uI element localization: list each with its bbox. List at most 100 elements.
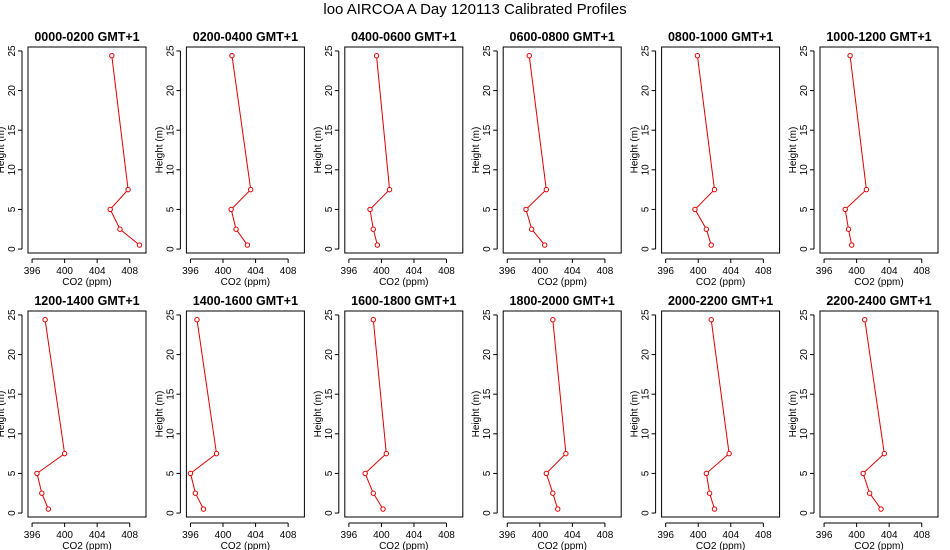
x-tick-label: 404	[406, 266, 423, 277]
y-tick-label: 5	[799, 470, 810, 476]
x-tick-label: 408	[597, 266, 614, 277]
y-tick-label: 25	[641, 309, 652, 321]
x-tick-label: 400	[373, 266, 390, 277]
x-tick-label: 400	[690, 530, 707, 541]
data-point	[703, 226, 710, 232]
y-tick-label: 20	[324, 349, 335, 361]
x-tick-label: 400	[373, 530, 390, 541]
y-tick-label: 25	[482, 45, 493, 57]
y-tick-label: 15	[165, 388, 176, 400]
data-point	[881, 450, 887, 457]
y-tick-label: 0	[799, 510, 810, 516]
data-point	[244, 242, 251, 248]
data-point	[845, 226, 852, 232]
data-point	[550, 490, 556, 496]
x-axis-label: CO2 (ppm)	[537, 541, 586, 550]
y-tick-label: 15	[165, 124, 176, 136]
y-tick-label: 10	[324, 428, 335, 440]
y-axis-label: Height (m)	[471, 391, 482, 438]
y-tick-label: 10	[799, 164, 810, 176]
profile-line	[109, 55, 140, 246]
y-axis-label: Height (m)	[154, 391, 165, 438]
y-tick-label: 10	[482, 164, 493, 176]
y-tick-label: 25	[165, 309, 176, 321]
x-tick-label: 404	[881, 266, 898, 277]
profile-chart-7: 1200-1400 GMT+1 0 5 10 15 20 25 396 400 404 408 CO2…	[0, 294, 147, 550]
y-tick-label: 5	[165, 206, 176, 212]
profile-line	[36, 319, 66, 510]
profile-chart-4: 0600-0800 GMT+1 0 5 10 15 20 25 396 400 404 408 CO2…	[471, 30, 622, 288]
plot-frame	[27, 46, 147, 254]
data-point	[550, 317, 556, 323]
data-point	[45, 506, 52, 512]
data-point	[125, 186, 131, 193]
x-tick-label: 396	[499, 530, 516, 541]
x-tick-label: 408	[913, 266, 930, 277]
x-axis-label: CO2 (ppm)	[696, 277, 745, 288]
y-tick-label: 25	[799, 309, 810, 321]
y-tick-label: 0	[641, 246, 652, 252]
x-axis-label: CO2 (ppm)	[537, 277, 586, 288]
y-tick-label: 10	[324, 164, 335, 176]
y-tick-label: 25	[165, 45, 176, 57]
plot-frame	[661, 46, 781, 254]
x-axis-label: CO2 (ppm)	[62, 541, 111, 550]
data-point	[711, 186, 718, 193]
data-point	[136, 242, 143, 248]
y-tick-label: 5	[7, 470, 18, 476]
profile-line	[862, 319, 885, 510]
data-point	[526, 53, 532, 59]
x-axis-label: CO2 (ppm)	[62, 277, 111, 288]
profile-chart-11: 2000-2200 GMT+1 0 5 10 15 20 25 396 400 404 408 CO2…	[630, 294, 781, 550]
data-point	[694, 53, 701, 59]
y-tick-label: 5	[324, 470, 335, 476]
y-tick-label: 10	[482, 428, 493, 440]
y-tick-label: 5	[641, 206, 652, 212]
y-tick-label: 0	[7, 246, 18, 252]
profile-line	[369, 55, 391, 246]
y-tick-label: 15	[641, 388, 652, 400]
y-tick-label: 20	[324, 85, 335, 97]
y-tick-label: 5	[482, 470, 493, 476]
data-point	[187, 470, 194, 477]
data-point	[555, 506, 561, 512]
data-point	[109, 53, 115, 59]
x-tick-label: 408	[280, 266, 297, 277]
x-tick-label: 396	[24, 530, 41, 541]
data-point	[374, 242, 381, 248]
y-tick-label: 10	[165, 428, 176, 440]
x-tick-label: 408	[121, 530, 138, 541]
y-axis-label: Height (m)	[313, 127, 324, 174]
chart-title: loo AIRCOA A Day 120113 Calibrated Profi…	[323, 1, 627, 18]
data-point	[42, 317, 48, 323]
y-tick-label: 10	[641, 428, 652, 440]
data-point	[380, 506, 386, 512]
x-axis-label: CO2 (ppm)	[854, 541, 903, 550]
data-point	[247, 186, 254, 193]
data-point	[726, 450, 732, 457]
y-tick-label: 20	[165, 349, 176, 361]
data-point	[213, 450, 220, 457]
profile-line	[189, 319, 218, 510]
y-tick-label: 10	[641, 164, 652, 176]
data-point	[528, 226, 535, 232]
y-axis-label: Height (m)	[313, 391, 324, 438]
plot-frame	[502, 46, 622, 254]
data-point	[862, 317, 868, 323]
y-tick-label: 25	[641, 45, 652, 57]
panel-title: 1000-1200 GMT+1	[826, 30, 931, 44]
x-tick-label: 408	[438, 266, 455, 277]
panel-title: 0400-0600 GMT+1	[351, 30, 456, 44]
x-tick-label: 400	[56, 530, 73, 541]
y-tick-label: 10	[165, 164, 176, 176]
x-tick-label: 400	[848, 530, 865, 541]
x-tick-label: 404	[406, 530, 423, 541]
y-tick-label: 20	[799, 349, 810, 361]
x-axis-label: CO2 (ppm)	[379, 541, 428, 550]
x-tick-label: 404	[881, 530, 898, 541]
x-tick-label: 400	[848, 266, 865, 277]
y-tick-label: 0	[482, 246, 493, 252]
plot-frame	[661, 310, 781, 518]
x-tick-label: 400	[215, 266, 232, 277]
